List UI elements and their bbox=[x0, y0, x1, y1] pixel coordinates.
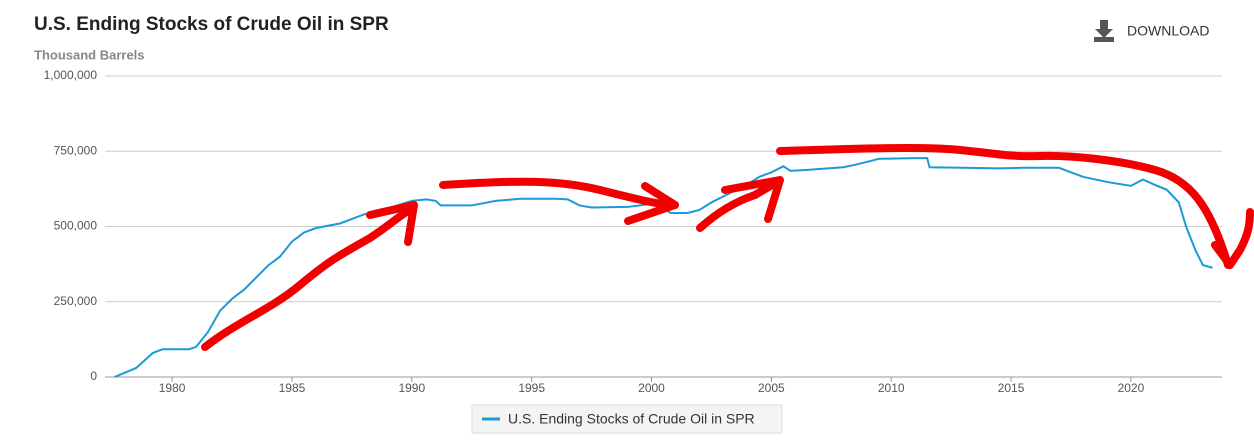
y-tick-label: 250,000 bbox=[54, 294, 98, 308]
y-tick-label: 1,000,000 bbox=[44, 68, 98, 82]
x-tick-label: 2015 bbox=[998, 381, 1025, 395]
x-tick-label: 1980 bbox=[159, 381, 186, 395]
chart-title: U.S. Ending Stocks of Crude Oil in SPR bbox=[34, 14, 389, 35]
y-tick-label: 0 bbox=[90, 369, 97, 383]
x-tick-label: 2020 bbox=[1118, 381, 1145, 395]
annotation-stroke bbox=[439, 177, 679, 209]
y-tick-label: 500,000 bbox=[54, 219, 98, 233]
annotation-arrowhead bbox=[721, 176, 784, 223]
annotation-stroke bbox=[776, 144, 1232, 269]
x-tick-label: 2010 bbox=[878, 381, 905, 395]
x-tick-label: 2000 bbox=[638, 381, 665, 395]
annotation-arrowhead bbox=[366, 201, 418, 246]
x-tick-label: 1995 bbox=[518, 381, 545, 395]
annotation-arrowhead bbox=[624, 182, 679, 225]
y-tick-label: 750,000 bbox=[54, 143, 98, 157]
download-label[interactable]: DOWNLOAD bbox=[1127, 23, 1209, 39]
annotations bbox=[201, 144, 1254, 351]
annotation-stroke bbox=[696, 181, 776, 232]
download-icon bbox=[1094, 20, 1114, 42]
series-line bbox=[114, 157, 1213, 378]
x-tick-label: 2005 bbox=[758, 381, 785, 395]
annotation-stroke bbox=[201, 204, 417, 351]
annotation-arrowhead bbox=[1211, 208, 1254, 269]
chart-subtitle: Thousand Barrels bbox=[34, 47, 145, 62]
legend-label: U.S. Ending Stocks of Crude Oil in SPR bbox=[508, 411, 755, 427]
download-button[interactable]: DOWNLOAD bbox=[1094, 20, 1209, 42]
plot: 0 250,000 500,000 750,000 1,000,000 1980 1985 1… bbox=[44, 68, 1222, 395]
legend-box bbox=[471, 404, 783, 434]
x-tick-label: 1990 bbox=[398, 381, 425, 395]
x-tick-label: 1985 bbox=[279, 381, 306, 395]
